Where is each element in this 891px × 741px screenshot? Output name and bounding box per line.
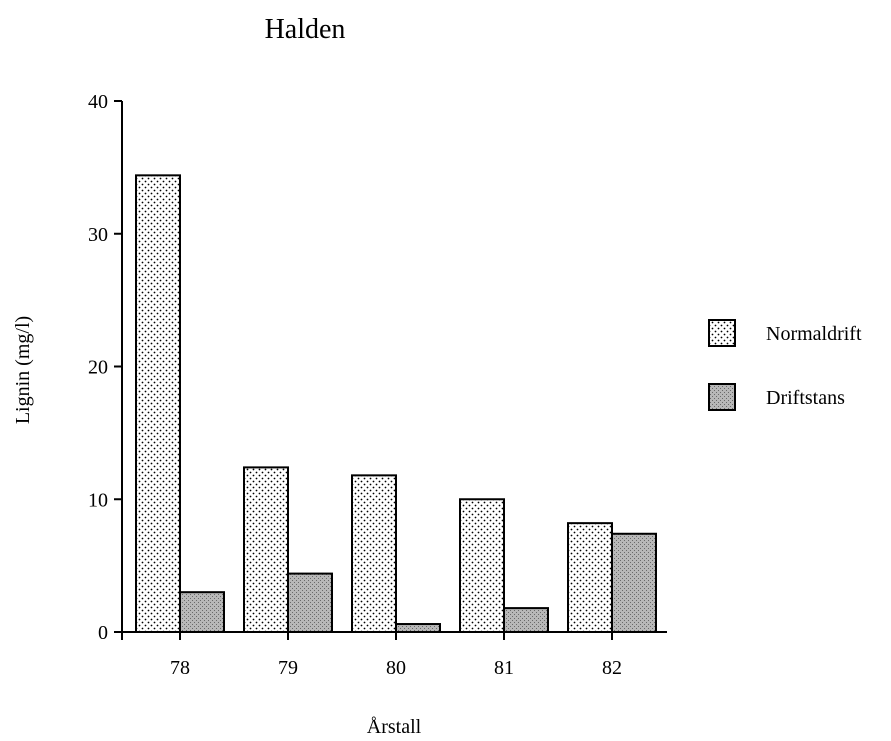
x-axis-label: Årstall [367,716,422,738]
bar-driftstans-81 [503,607,549,633]
y-tick-label-0: 0 [98,622,108,644]
y-tick-label-30: 30 [88,224,108,246]
plot-area: 0 10 20 30 40 78 79 80 81 82 [88,91,667,679]
bar-normaldrift-78 [135,174,181,633]
chart-title: Halden [265,14,346,45]
legend-label-driftstans: Driftstans [766,387,845,409]
legend: Normaldrift Driftstans [708,319,862,411]
x-tick-label-79: 79 [278,657,298,679]
bar-driftstans-82 [611,532,657,634]
bar-normaldrift-79 [243,466,289,634]
legend-swatch-normaldrift [708,319,736,347]
x-tick-label-78: 78 [170,657,190,679]
x-tick-label-82: 82 [602,657,622,679]
bar-driftstans-79 [287,572,333,634]
y-tick-label-20: 20 [88,357,108,379]
x-tick-label-81: 81 [494,657,514,679]
y-tick-label-10: 10 [88,489,108,511]
y-tick-label-40: 40 [88,91,108,113]
bar-normaldrift-80 [351,474,397,634]
bar-driftstans-80 [395,623,441,633]
bar-normaldrift-81 [459,498,505,633]
bar-driftstans-78 [179,591,225,633]
legend-label-normaldrift: Normaldrift [766,323,862,345]
y-axis-label: Lignin (mg/l) [12,316,34,424]
bar-normaldrift-82 [567,522,613,634]
legend-swatch-driftstans [708,383,736,411]
x-tick-label-80: 80 [386,657,406,679]
